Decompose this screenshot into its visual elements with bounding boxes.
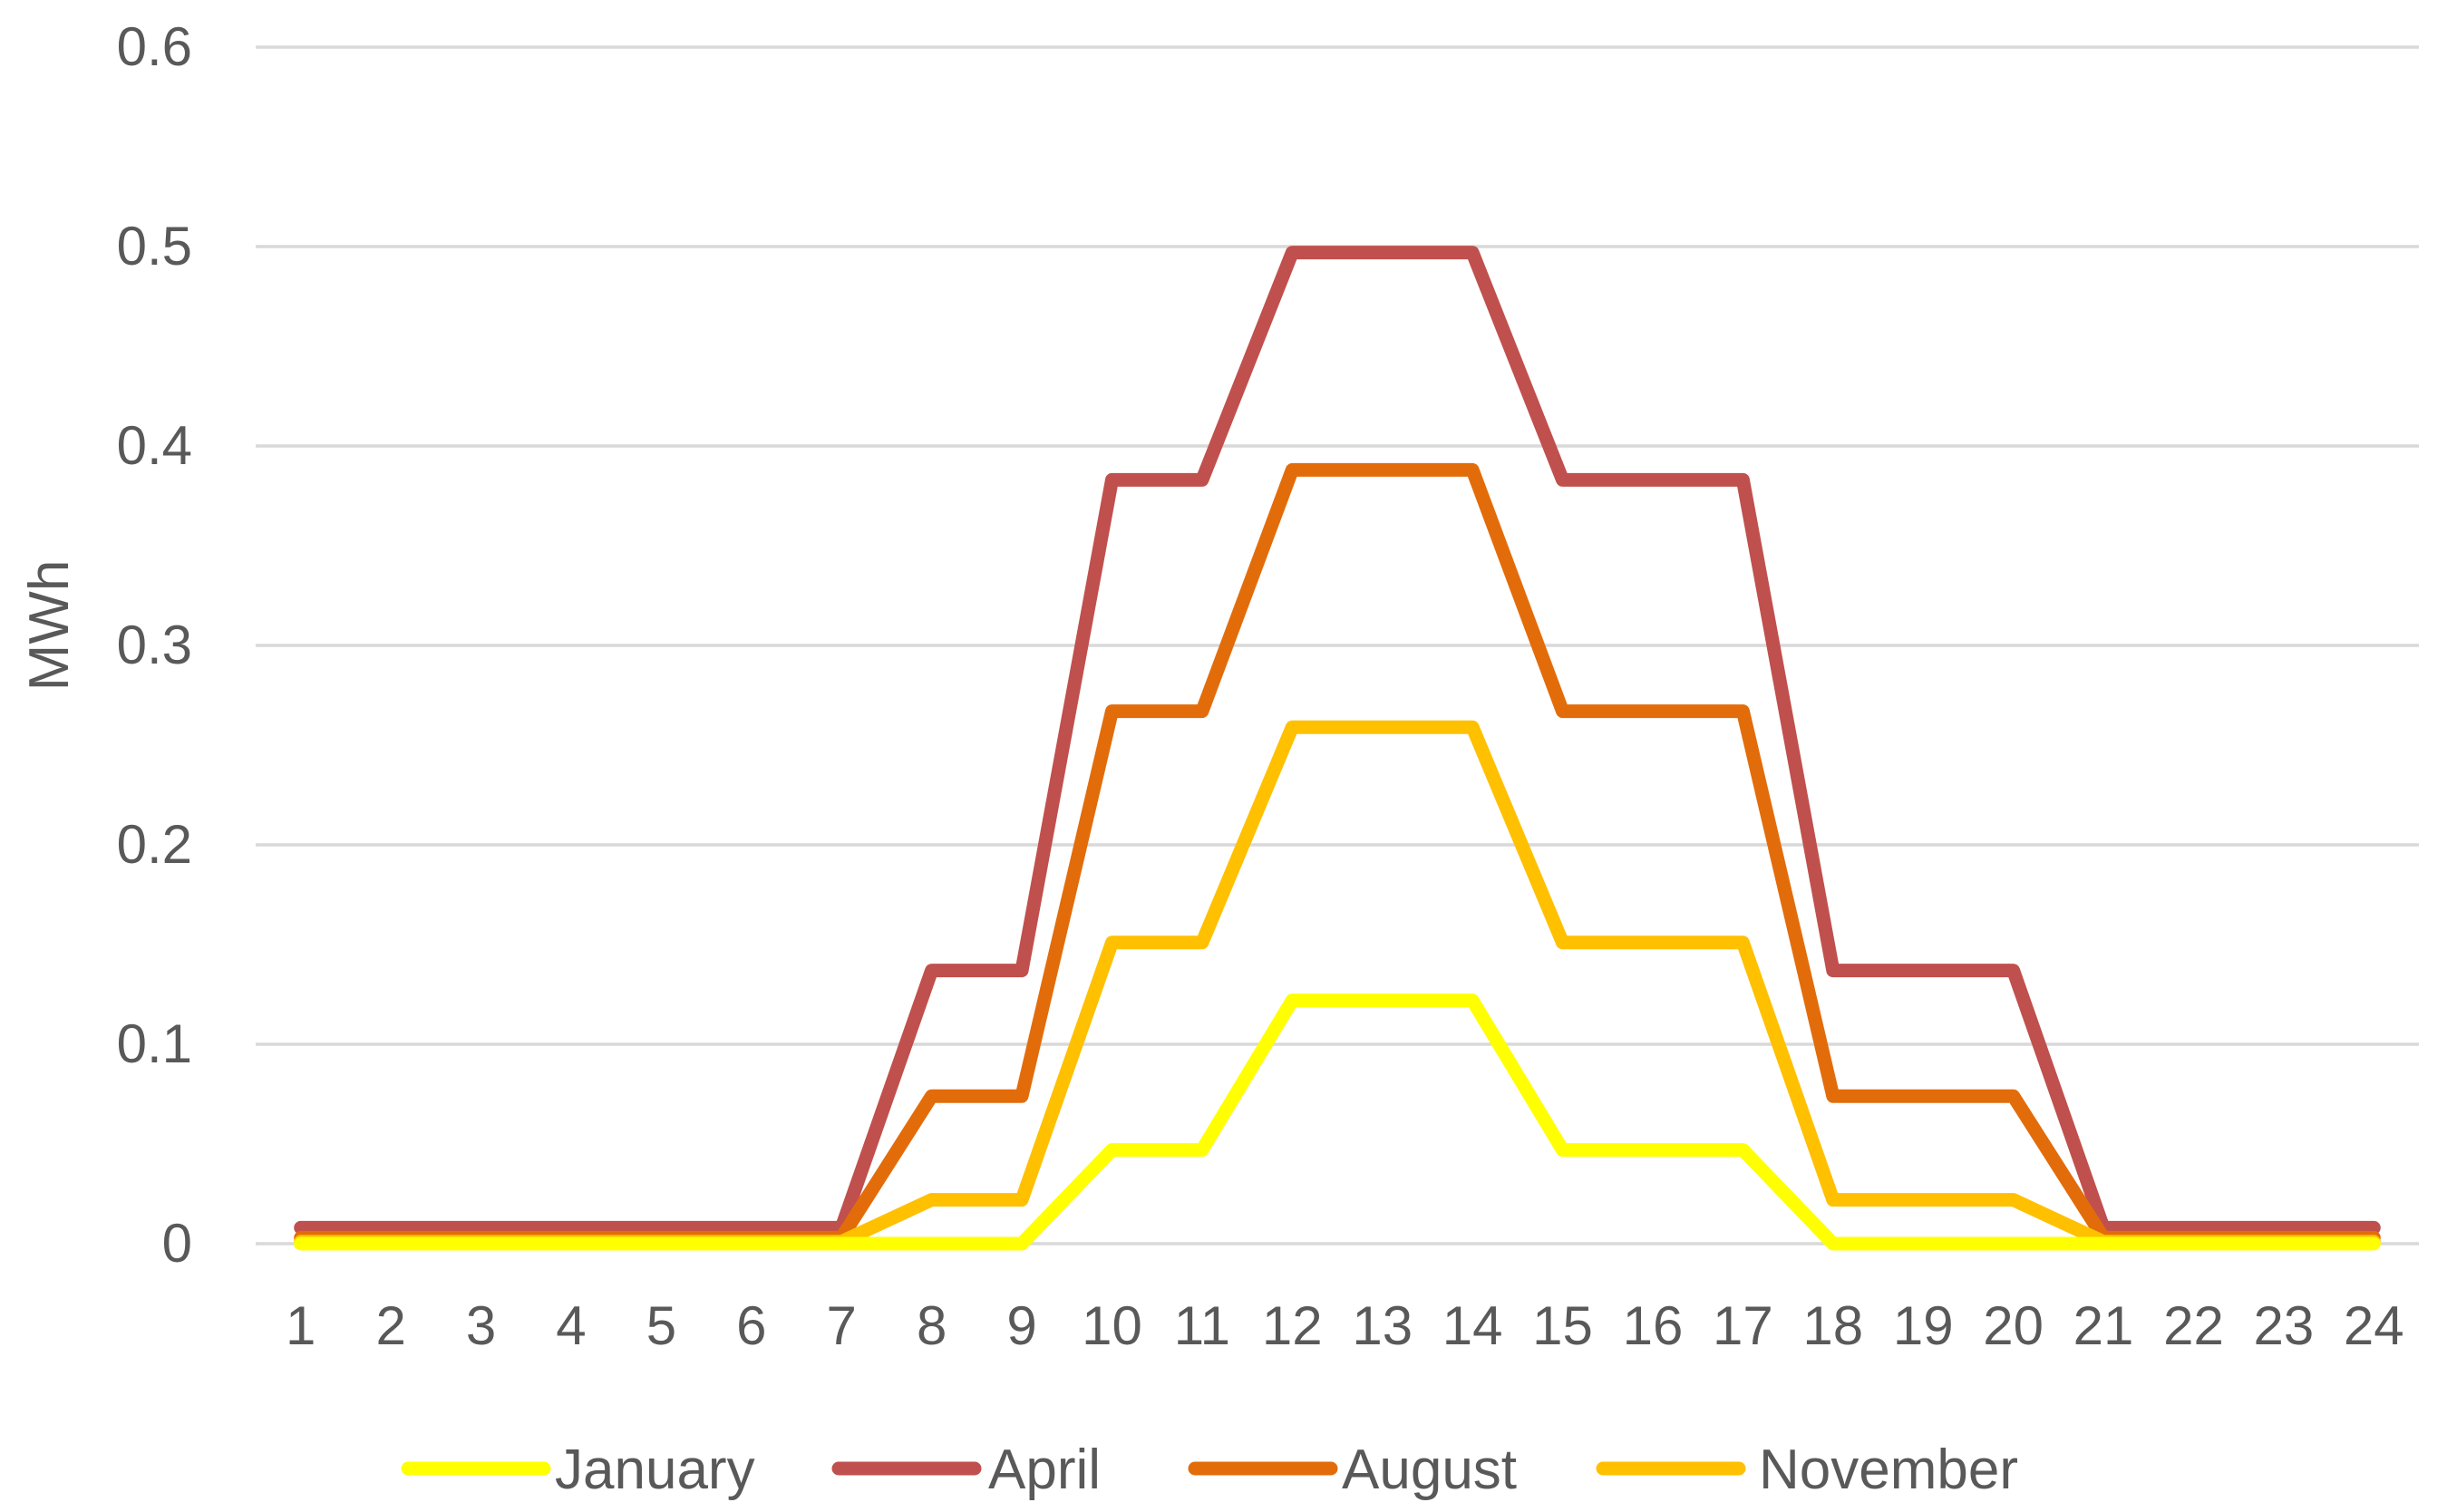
x-tick-label: 8 (917, 1295, 947, 1356)
legend-item-november: November (1596, 1439, 2018, 1501)
x-tick-label: 20 (1983, 1295, 2044, 1356)
legend-label: January (555, 1439, 755, 1501)
x-tick-label: 9 (1006, 1295, 1036, 1356)
x-tick-label: 22 (2163, 1295, 2224, 1356)
x-tick-label: 14 (1442, 1295, 1503, 1356)
x-tick-label: 15 (1532, 1295, 1593, 1356)
y-tick-label: 0.1 (117, 1013, 192, 1074)
legend: January April August November (401, 1439, 2018, 1501)
x-tick-label: 21 (2073, 1295, 2134, 1356)
legend-label: April (988, 1439, 1101, 1501)
x-tick-label: 5 (646, 1295, 676, 1356)
x-tick-label: 2 (375, 1295, 405, 1356)
x-tick-label: 23 (2254, 1295, 2315, 1356)
x-tick-label: 19 (1893, 1295, 1954, 1356)
x-tick-label: 3 (466, 1295, 496, 1356)
x-tick-label: 18 (1802, 1295, 1863, 1356)
y-axis-ticks: 0 0.1 0.2 0.3 0.4 0.5 0.6 (117, 16, 192, 1274)
x-tick-label: 1 (286, 1295, 316, 1356)
x-tick-label: 24 (2344, 1295, 2404, 1356)
legend-item-april: April (831, 1439, 1101, 1501)
x-axis-ticks: 1 2 3 4 5 6 7 8 9 10 11 12 13 14 15 16 17 18 19 20 21 22 23 24 (286, 1295, 2404, 1356)
x-tick-label: 10 (1082, 1295, 1142, 1356)
x-tick-label: 12 (1262, 1295, 1323, 1356)
x-tick-label: 11 (1174, 1295, 1230, 1356)
y-tick-label: 0.4 (117, 415, 192, 476)
x-tick-label: 6 (736, 1295, 766, 1356)
x-tick-label: 4 (556, 1295, 586, 1356)
y-tick-label: 0 (162, 1213, 192, 1274)
series-lines (294, 246, 2381, 1251)
y-axis-title: MWh (18, 560, 81, 692)
x-tick-label: 16 (1623, 1295, 1684, 1356)
gridlines (256, 45, 2419, 1245)
x-tick-label: 17 (1713, 1295, 1773, 1356)
y-tick-label: 0.6 (117, 16, 192, 77)
y-tick-label: 0.5 (117, 216, 192, 276)
series-line-april (294, 246, 2381, 1235)
legend-item-january: January (401, 1439, 755, 1501)
legend-label: August (1342, 1439, 1517, 1501)
y-tick-label: 0.2 (117, 814, 192, 875)
legend-label: November (1759, 1439, 2018, 1501)
y-tick-label: 0.3 (117, 615, 192, 675)
x-tick-label: 7 (827, 1295, 857, 1356)
legend-item-august: August (1188, 1439, 1517, 1501)
x-tick-label: 13 (1352, 1295, 1413, 1356)
series-line-january (294, 993, 2381, 1251)
